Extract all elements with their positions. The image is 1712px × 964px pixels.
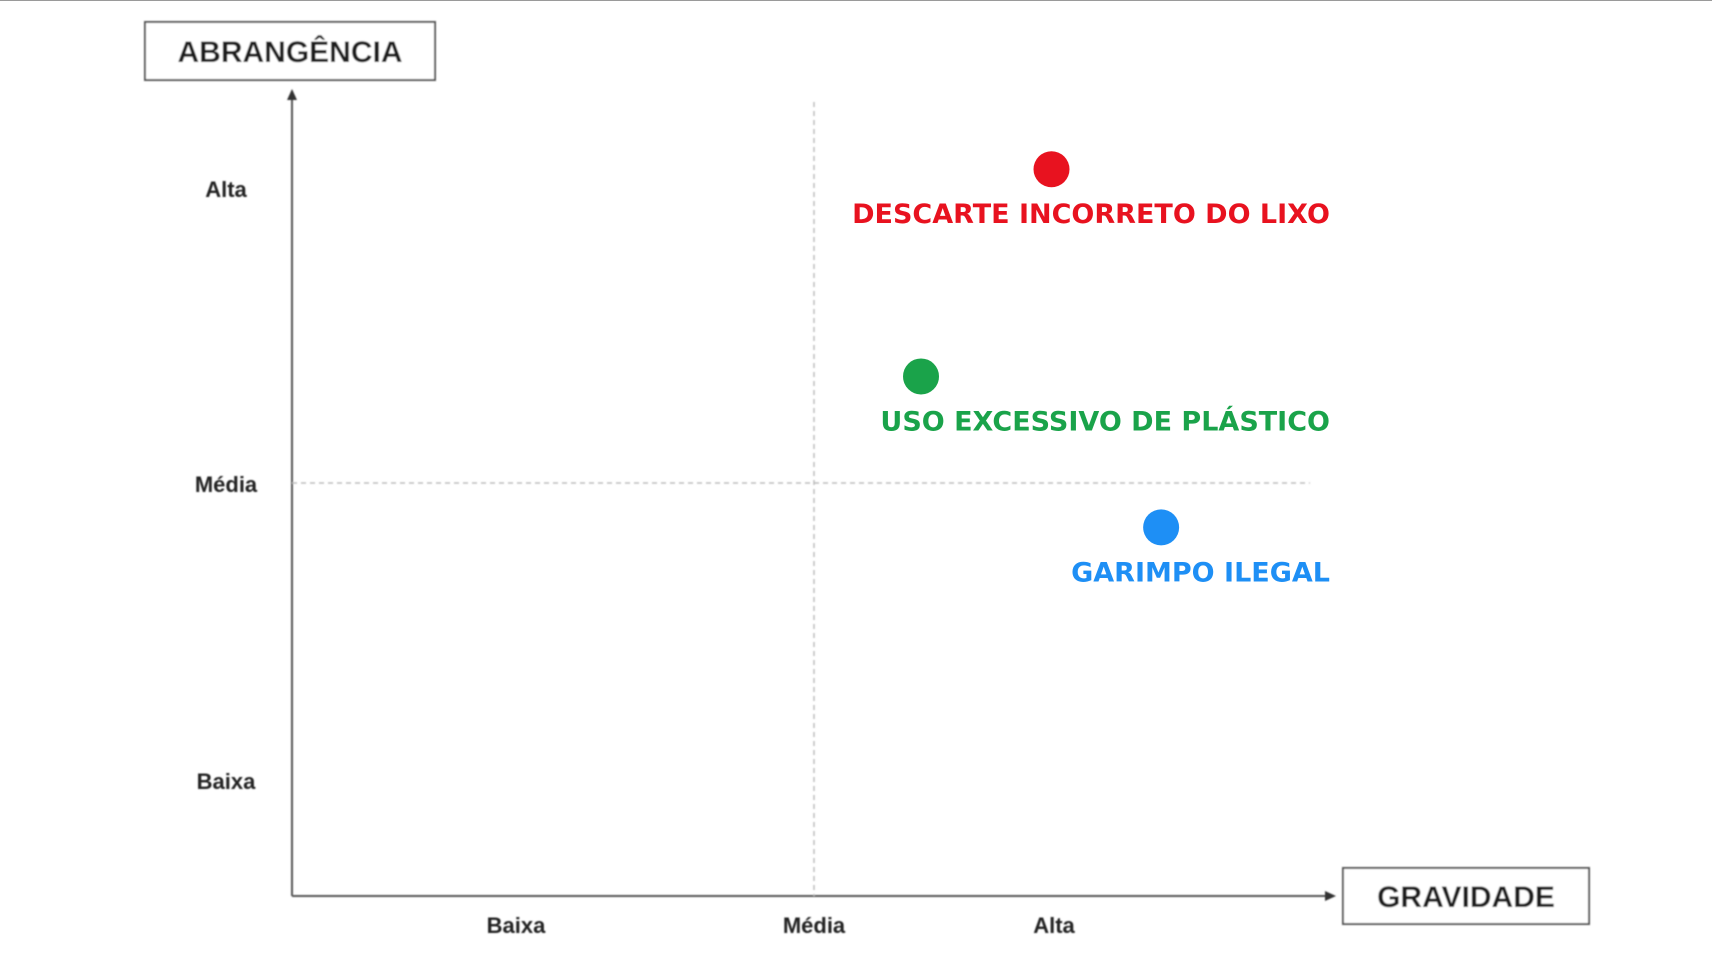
x-tick-label-baixa: Baixa xyxy=(487,913,546,938)
x-axis-arrow xyxy=(1325,891,1336,901)
x-axis-title-box xyxy=(1342,867,1590,925)
top-border xyxy=(0,0,1712,1)
data-point-label: USO EXCESSIVO DE PLÁSTICO xyxy=(880,405,1330,437)
y-axis-title-box xyxy=(144,21,436,81)
x-tick-label-media: Média xyxy=(783,913,846,938)
x-tick-label-alta: Alta xyxy=(1033,913,1075,938)
data-point-group: USO EXCESSIVO DE PLÁSTICO xyxy=(880,358,1330,437)
data-point-marker xyxy=(903,358,940,395)
y-tick-label-baixa: Baixa xyxy=(197,769,256,794)
data-point-label: GARIMPO ILEGAL xyxy=(1071,557,1330,588)
y-tick-label-alta: Alta xyxy=(205,177,247,202)
data-point-label: DESCARTE INCORRETO DO LIXO xyxy=(852,199,1330,230)
data-point-group: DESCARTE INCORRETO DO LIXO xyxy=(852,151,1330,230)
y-axis-title: ABRANGÊNCIA xyxy=(178,35,403,69)
data-points-layer: DESCARTE INCORRETO DO LIXO USO EXCESSIVO … xyxy=(852,151,1330,588)
data-point-marker xyxy=(1033,151,1070,188)
data-point-group: GARIMPO ILEGAL xyxy=(1071,509,1330,588)
y-tick-label-media: Média xyxy=(195,472,258,497)
data-point-marker xyxy=(1143,509,1180,546)
x-axis-title: GRAVIDADE xyxy=(1377,881,1555,914)
y-axis-arrow xyxy=(287,89,297,100)
